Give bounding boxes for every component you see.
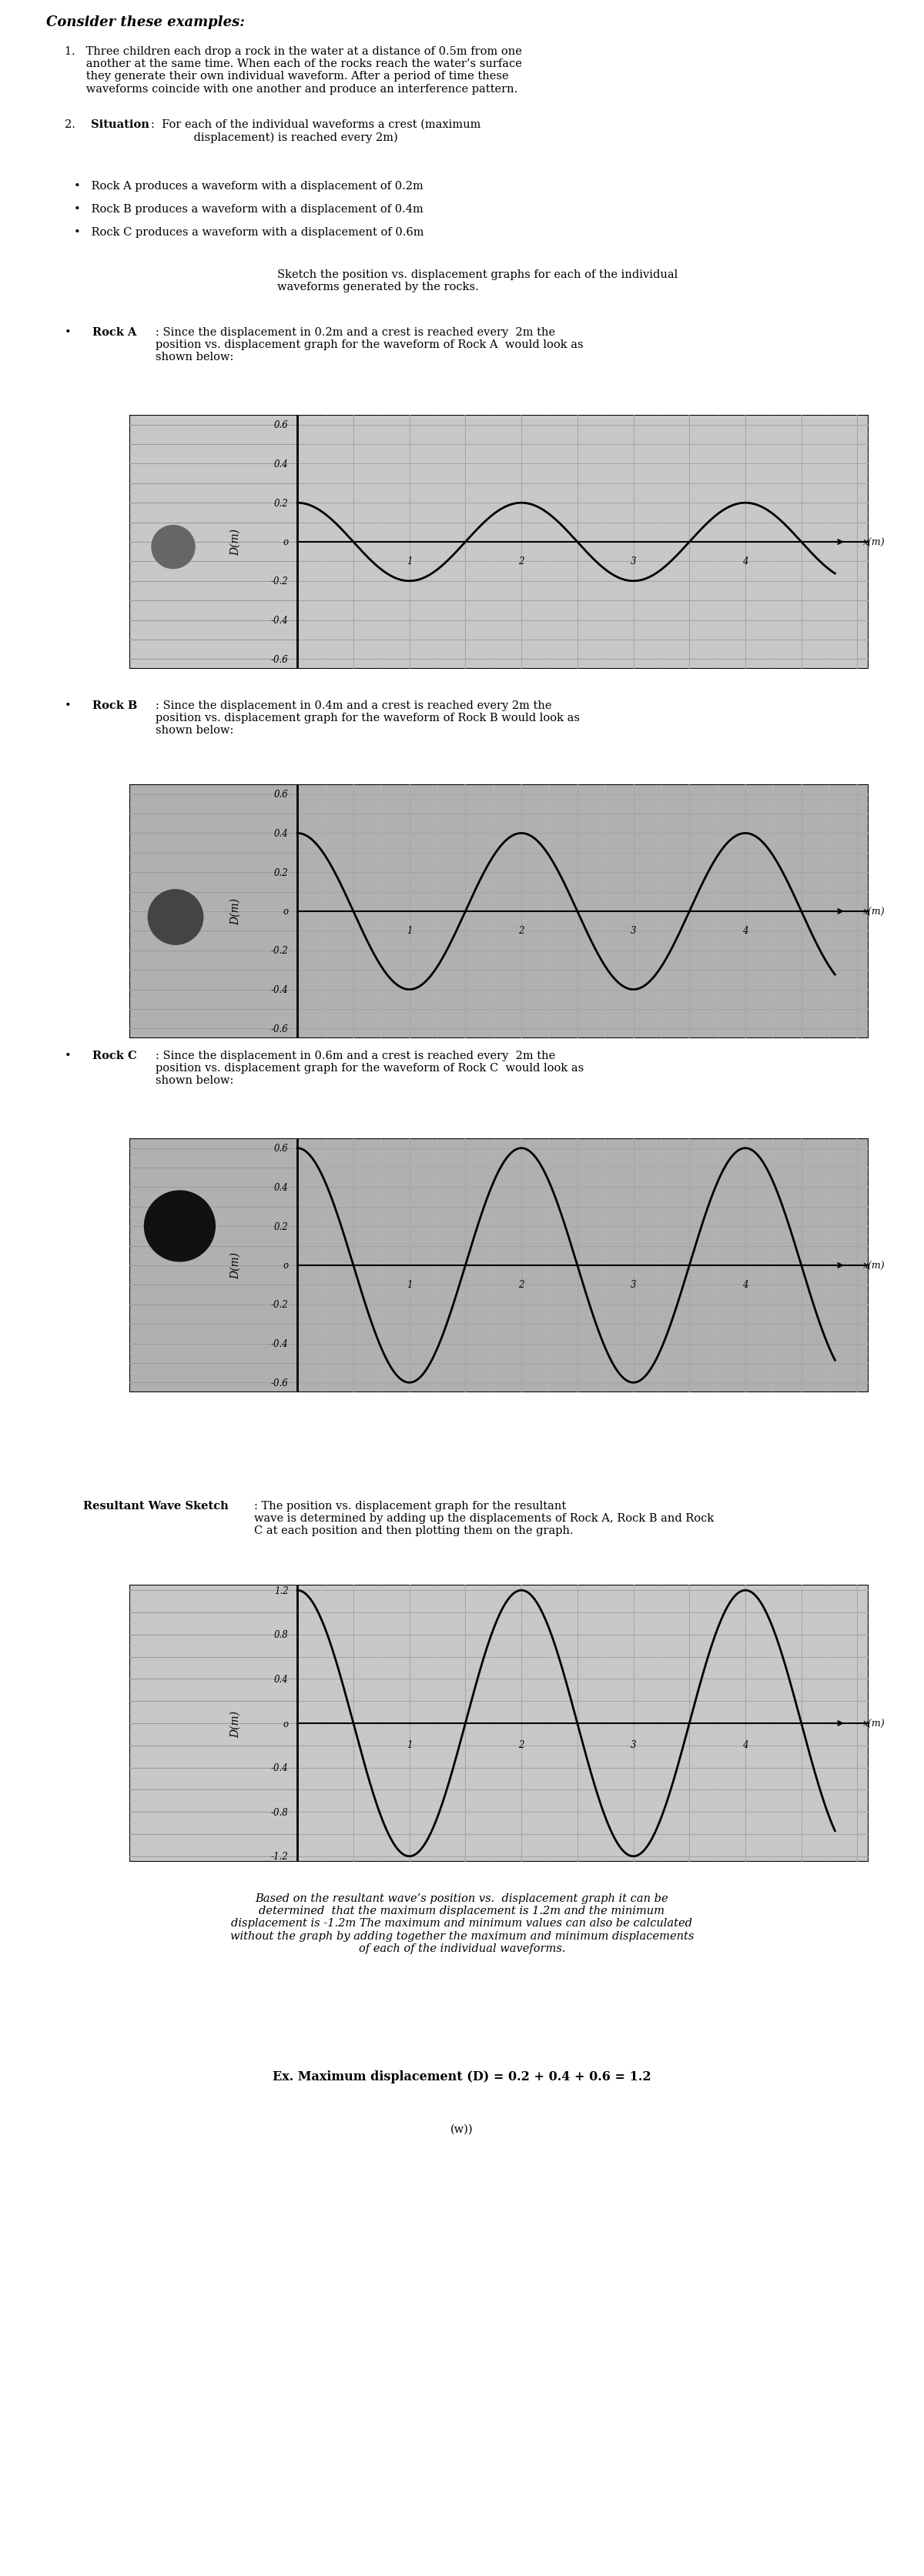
Text: -0.6: -0.6 bbox=[271, 1378, 288, 1388]
Text: 0.6: 0.6 bbox=[274, 420, 288, 430]
Text: 0.8: 0.8 bbox=[274, 1631, 288, 1641]
Text: -0.2: -0.2 bbox=[271, 1301, 288, 1309]
Ellipse shape bbox=[152, 526, 195, 569]
Text: 1.2: 1.2 bbox=[274, 1587, 288, 1595]
Text: 1: 1 bbox=[407, 1739, 412, 1749]
Text: o: o bbox=[283, 1260, 288, 1270]
Text: -0.4: -0.4 bbox=[271, 1340, 288, 1350]
Text: Rock A: Rock A bbox=[92, 327, 137, 337]
Text: -1.2: -1.2 bbox=[271, 1852, 288, 1862]
Text: 0.4: 0.4 bbox=[274, 829, 288, 840]
Text: -0.2: -0.2 bbox=[271, 945, 288, 956]
Text: 0.6: 0.6 bbox=[274, 1144, 288, 1154]
Text: : The position vs. displacement graph for the resultant
wave is determined by ad: : The position vs. displacement graph fo… bbox=[254, 1499, 714, 1535]
Text: :  For each of the individual waveforms a crest (maximum
            displacemen: : For each of the individual waveforms a… bbox=[151, 118, 480, 142]
Text: 4: 4 bbox=[743, 1280, 748, 1291]
Text: Rock C: Rock C bbox=[92, 1051, 137, 1061]
Text: 0.4: 0.4 bbox=[274, 1182, 288, 1193]
Text: •   Rock C produces a waveform with a displacement of 0.6m: • Rock C produces a waveform with a disp… bbox=[74, 227, 424, 237]
Text: Resultant Wave Sketch: Resultant Wave Sketch bbox=[83, 1499, 228, 1512]
Text: 3: 3 bbox=[630, 925, 637, 935]
Text: D(m): D(m) bbox=[230, 1252, 241, 1280]
Text: D(m): D(m) bbox=[230, 899, 241, 925]
Text: •: • bbox=[65, 1051, 82, 1061]
Text: 0.2: 0.2 bbox=[274, 497, 288, 507]
Text: -0.6: -0.6 bbox=[271, 654, 288, 665]
Text: 4: 4 bbox=[743, 556, 748, 567]
Text: (w)): (w)) bbox=[451, 2123, 473, 2136]
Text: 2: 2 bbox=[518, 1739, 524, 1749]
Text: •   Rock A produces a waveform with a displacement of 0.2m: • Rock A produces a waveform with a disp… bbox=[74, 180, 423, 191]
Text: x(m): x(m) bbox=[863, 538, 885, 549]
Text: -0.4: -0.4 bbox=[271, 616, 288, 626]
Text: x(m): x(m) bbox=[863, 1260, 885, 1270]
Ellipse shape bbox=[148, 891, 203, 945]
Text: : Since the displacement in 0.4m and a crest is reached every 2m the
position vs: : Since the displacement in 0.4m and a c… bbox=[155, 701, 579, 737]
Text: -0.2: -0.2 bbox=[271, 577, 288, 587]
Text: -0.6: -0.6 bbox=[271, 1023, 288, 1033]
Text: : Since the displacement in 0.2m and a crest is reached every  2m the
position v: : Since the displacement in 0.2m and a c… bbox=[155, 327, 583, 363]
Text: 2: 2 bbox=[518, 1280, 524, 1291]
Text: 1: 1 bbox=[407, 556, 412, 567]
Text: D(m): D(m) bbox=[230, 1710, 241, 1736]
Text: o: o bbox=[283, 907, 288, 917]
Text: •   Rock B produces a waveform with a displacement of 0.4m: • Rock B produces a waveform with a disp… bbox=[74, 204, 423, 214]
Text: -0.4: -0.4 bbox=[271, 984, 288, 994]
Text: 2: 2 bbox=[518, 556, 524, 567]
Text: x(m): x(m) bbox=[863, 1718, 885, 1728]
Text: 3: 3 bbox=[630, 556, 637, 567]
Text: 0.2: 0.2 bbox=[274, 1221, 288, 1231]
Text: 4: 4 bbox=[743, 1739, 748, 1749]
Text: Consider these examples:: Consider these examples: bbox=[46, 15, 245, 28]
Text: Ex. Maximum displacement (D) = 0.2 + 0.4 + 0.6 = 1.2: Ex. Maximum displacement (D) = 0.2 + 0.4… bbox=[273, 2069, 651, 2084]
Text: •: • bbox=[65, 327, 82, 337]
Text: D(m): D(m) bbox=[230, 528, 241, 556]
Text: x(m): x(m) bbox=[863, 907, 885, 917]
Text: : Since the displacement in 0.6m and a crest is reached every  2m the
position v: : Since the displacement in 0.6m and a c… bbox=[155, 1051, 584, 1087]
Text: -0.8: -0.8 bbox=[271, 1808, 288, 1816]
Text: Rock B: Rock B bbox=[92, 701, 138, 711]
Text: 2.: 2. bbox=[65, 118, 86, 129]
Text: 0.4: 0.4 bbox=[274, 459, 288, 469]
Text: 1: 1 bbox=[407, 1280, 412, 1291]
Text: Sketch the position vs. displacement graphs for each of the individual
waveforms: Sketch the position vs. displacement gra… bbox=[277, 270, 678, 294]
Text: 4: 4 bbox=[743, 925, 748, 935]
Text: 0.6: 0.6 bbox=[274, 791, 288, 799]
Text: Based on the resultant wave’s position vs.  displacement graph it can be
determi: Based on the resultant wave’s position v… bbox=[230, 1893, 694, 1953]
Text: 2: 2 bbox=[518, 925, 524, 935]
Text: 1: 1 bbox=[407, 925, 412, 935]
Text: •: • bbox=[65, 701, 82, 711]
Text: Situation: Situation bbox=[91, 118, 149, 129]
Text: 3: 3 bbox=[630, 1739, 637, 1749]
Text: 0.2: 0.2 bbox=[274, 868, 288, 878]
Ellipse shape bbox=[144, 1190, 215, 1262]
Text: 3: 3 bbox=[630, 1280, 637, 1291]
Text: o: o bbox=[283, 1718, 288, 1728]
Text: -0.4: -0.4 bbox=[271, 1762, 288, 1772]
Text: 0.4: 0.4 bbox=[274, 1674, 288, 1685]
Text: o: o bbox=[283, 538, 288, 549]
Text: 1.   Three children each drop a rock in the water at a distance of 0.5m from one: 1. Three children each drop a rock in th… bbox=[65, 46, 522, 95]
